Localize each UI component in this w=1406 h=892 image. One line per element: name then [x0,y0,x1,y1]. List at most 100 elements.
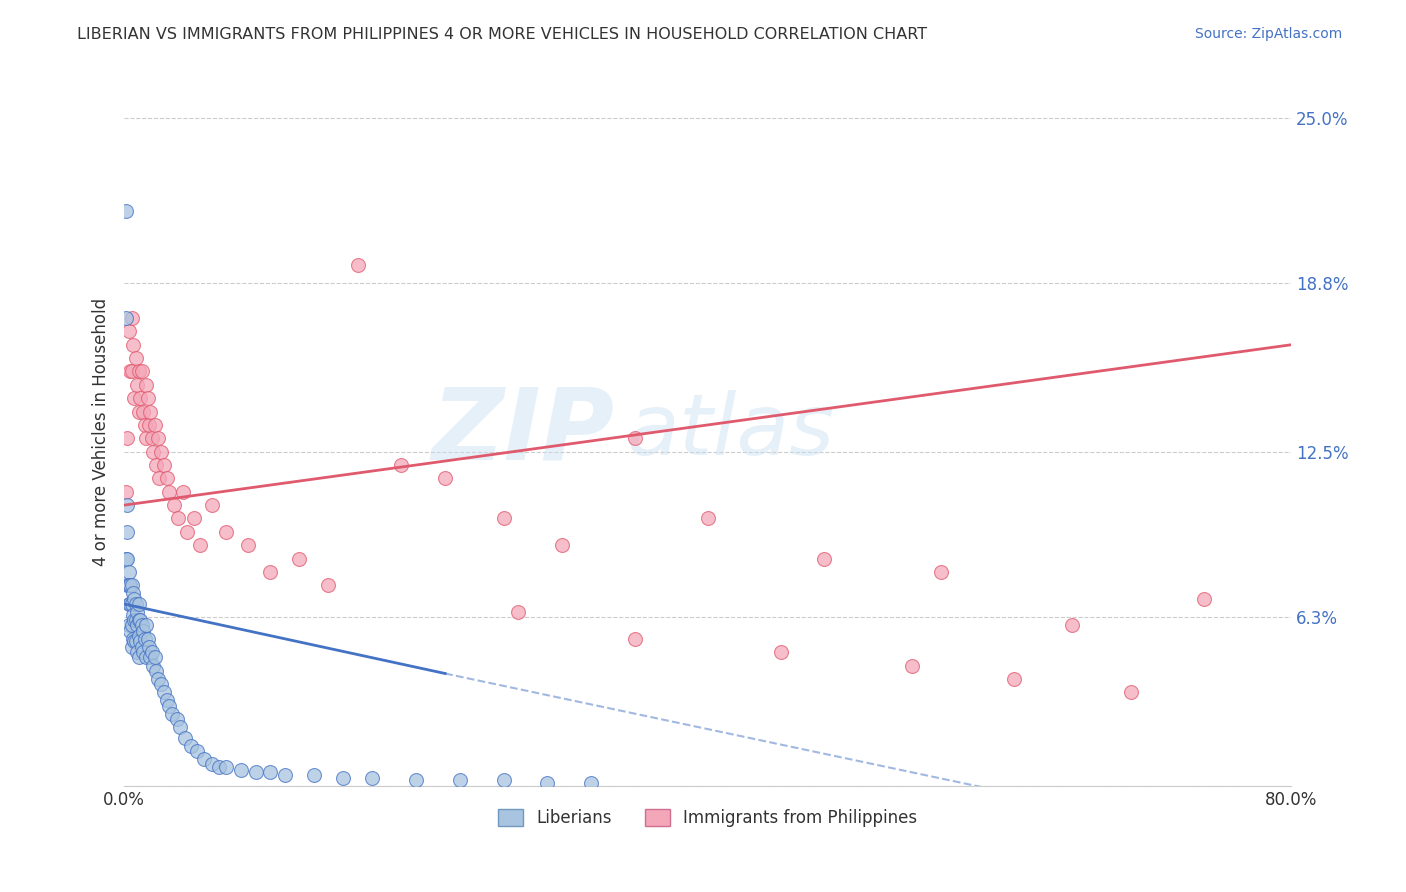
Point [1002,672,1025,686]
Point [929,565,952,579]
Point [288,551,311,566]
Point [238,538,260,552]
Point [551,538,574,552]
Point [132,404,155,418]
Point [405,773,427,788]
Point [273,768,295,782]
Point [259,565,281,579]
Point [121,640,143,654]
Point [118,624,141,638]
Point [138,417,160,432]
Point [346,258,368,272]
Point [143,417,166,432]
Point [124,634,146,648]
Point [121,578,143,592]
Point [508,605,530,619]
Point [259,765,281,780]
Point [215,524,238,539]
Point [115,431,138,445]
Point [125,634,148,648]
Point [146,672,169,686]
Point [128,650,150,665]
Point [389,458,412,472]
Point [229,763,252,777]
Point [127,645,149,659]
Point [131,618,153,632]
Point [127,605,149,619]
Point [169,720,191,734]
Point [117,578,139,592]
Point [132,645,155,659]
Point [134,632,156,646]
Point [122,632,145,646]
Point [624,632,647,646]
Point [117,324,139,338]
Point [122,586,145,600]
Point [129,634,152,648]
Point [115,524,138,539]
Point [183,511,205,525]
Text: ZIP: ZIP [432,383,614,480]
Point [162,706,184,721]
Point [152,458,174,472]
Point [118,597,141,611]
Point [332,771,354,785]
Point [118,578,141,592]
Point [115,498,138,512]
Point [128,597,150,611]
Point [114,484,136,499]
Point [135,618,157,632]
Point [115,551,138,566]
Point [125,351,148,365]
Point [1062,618,1084,632]
Point [624,431,647,445]
Point [132,624,155,638]
Point [176,524,198,539]
Point [129,391,152,405]
Point [131,640,153,654]
Point [166,712,188,726]
Point [318,578,340,592]
Point [302,768,325,782]
Legend: Liberians, Immigrants from Philippines: Liberians, Immigrants from Philippines [491,803,924,834]
Point [115,578,138,592]
Point [579,776,602,790]
Point [142,658,165,673]
Point [449,773,471,788]
Point [159,484,181,499]
Point [159,698,181,713]
Y-axis label: 4 or more Vehicles in Household: 4 or more Vehicles in Household [93,298,110,566]
Point [121,364,143,378]
Point [208,760,231,774]
Point [128,404,150,418]
Point [155,693,177,707]
Point [127,377,149,392]
Point [361,771,384,785]
Point [124,613,146,627]
Point [121,311,143,326]
Point [188,538,211,552]
Point [201,757,224,772]
Point [186,744,208,758]
Point [492,773,515,788]
Point [536,776,558,790]
Point [117,618,139,632]
Point [149,677,172,691]
Point [167,511,190,525]
Point [138,640,160,654]
Point [124,391,146,405]
Point [215,760,238,774]
Point [121,597,143,611]
Point [114,311,136,326]
Point [125,597,148,611]
Point [136,632,159,646]
Point [1119,685,1142,699]
Point [122,337,145,351]
Point [1192,591,1215,606]
Text: Source: ZipAtlas.com: Source: ZipAtlas.com [1195,27,1343,41]
Point [118,364,141,378]
Point [145,458,167,472]
Point [135,377,157,392]
Point [134,417,156,432]
Point [117,565,139,579]
